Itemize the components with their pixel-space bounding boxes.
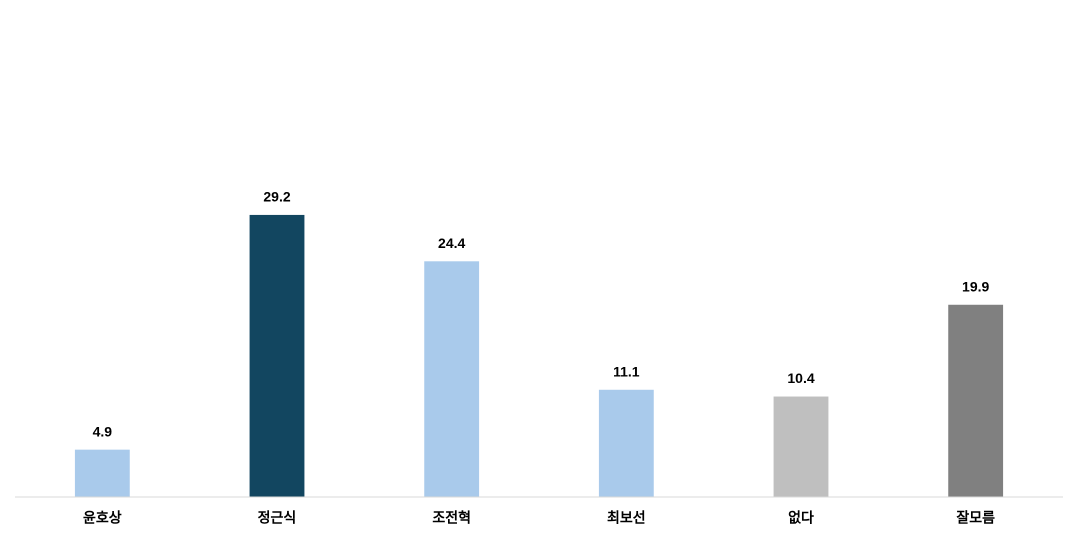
data-label: 19.9 <box>962 278 989 294</box>
data-label: 10.4 <box>787 370 814 386</box>
x-tick-label: 윤호상 <box>83 510 122 526</box>
data-label: 29.2 <box>263 189 290 205</box>
data-label: 4.9 <box>93 423 113 439</box>
x-tick-label: 없다 <box>788 510 814 526</box>
x-tick-label: 조전혁 <box>432 510 471 526</box>
x-tick-label: 최보선 <box>607 510 646 526</box>
x-tick-label: 잘모름 <box>956 510 995 526</box>
bar <box>948 304 1004 497</box>
bar <box>598 389 654 497</box>
bar <box>424 261 480 497</box>
x-tick-label: 정근식 <box>258 510 297 526</box>
bar <box>773 396 829 497</box>
bar <box>249 214 305 498</box>
data-label: 24.4 <box>438 235 465 251</box>
bar <box>74 449 130 497</box>
data-label: 11.1 <box>613 363 640 379</box>
